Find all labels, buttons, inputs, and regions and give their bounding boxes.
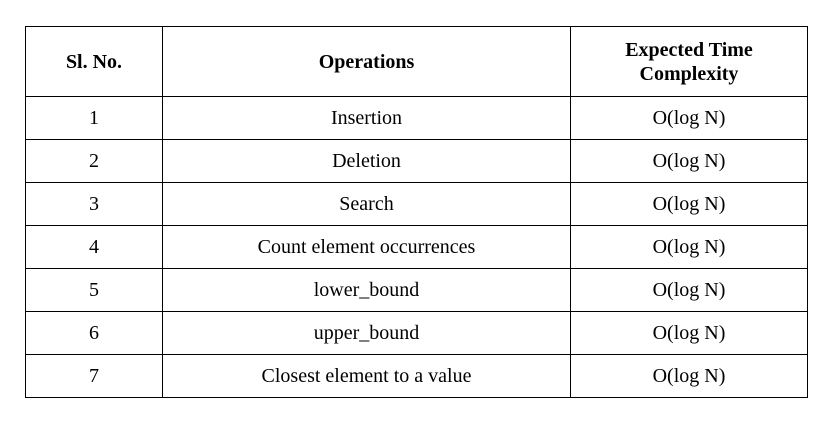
cell-operation: upper_bound [162, 311, 571, 355]
cell-complexity: O(log N) [570, 225, 808, 269]
header-expected-time-complexity: Expected Time Complexity [570, 26, 808, 97]
cell-sl-no: 7 [25, 354, 163, 398]
table-row: 6 upper_bound O(log N) [25, 311, 808, 355]
cell-sl-no: 3 [25, 182, 163, 226]
cell-sl-no: 2 [25, 139, 163, 183]
cell-operation: lower_bound [162, 268, 571, 312]
table-row: 5 lower_bound O(log N) [25, 268, 808, 312]
cell-complexity: O(log N) [570, 311, 808, 355]
cell-operation: Closest element to a value [162, 354, 571, 398]
cell-complexity: O(log N) [570, 268, 808, 312]
table-row: 7 Closest element to a value O(log N) [25, 354, 808, 398]
table-body: 1 Insertion O(log N) 2 Deletion O(log N)… [25, 96, 808, 398]
cell-operation: Insertion [162, 96, 571, 140]
cell-complexity: O(log N) [570, 182, 808, 226]
cell-complexity: O(log N) [570, 354, 808, 398]
cell-sl-no: 6 [25, 311, 163, 355]
cell-complexity: O(log N) [570, 96, 808, 140]
cell-operation: Deletion [162, 139, 571, 183]
table-row: 4 Count element occurrences O(log N) [25, 225, 808, 269]
table-row: 2 Deletion O(log N) [25, 139, 808, 183]
cell-complexity: O(log N) [570, 139, 808, 183]
header-complexity-line-1: Expected Time [625, 38, 753, 61]
table-row: 3 Search O(log N) [25, 182, 808, 226]
header-complexity-line-2: Complexity [639, 62, 739, 85]
header-operations: Operations [162, 26, 571, 97]
cell-sl-no: 4 [25, 225, 163, 269]
cell-operation: Count element occurrences [162, 225, 571, 269]
operations-table: Sl. No. Operations Expected Time Complex… [25, 26, 808, 398]
header-sl-no: Sl. No. [25, 26, 163, 97]
table-row: 1 Insertion O(log N) [25, 96, 808, 140]
cell-operation: Search [162, 182, 571, 226]
header-row: Sl. No. Operations Expected Time Complex… [25, 26, 808, 97]
cell-sl-no: 1 [25, 96, 163, 140]
table-header: Sl. No. Operations Expected Time Complex… [25, 26, 808, 97]
cell-sl-no: 5 [25, 268, 163, 312]
